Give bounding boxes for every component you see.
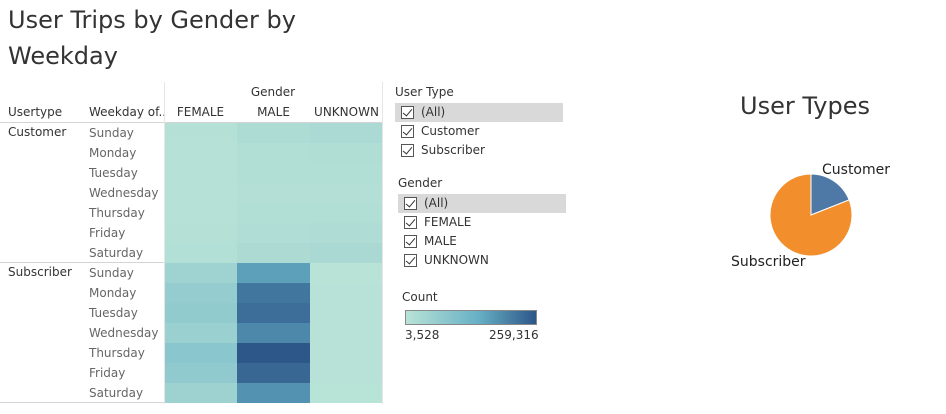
group-label-customer: Customer — [8, 125, 67, 139]
heatmap-cell-subscriber-thursday-female[interactable] — [164, 343, 237, 363]
heatmap-cell-subscriber-sunday-unknown[interactable] — [310, 263, 383, 283]
heatmap-cell-customer-tuesday-male[interactable] — [237, 163, 310, 183]
heatmap-cell-customer-monday-female[interactable] — [164, 143, 237, 163]
column-header-unknown: UNKNOWN — [314, 105, 379, 119]
user-type-option-subscriber[interactable]: Subscriber — [395, 141, 563, 160]
weekday-label-customer-thursday: Thursday — [89, 206, 145, 220]
weekday-label-customer-saturday: Saturday — [89, 246, 144, 260]
heatmap-cell-customer-saturday-unknown[interactable] — [310, 243, 383, 263]
weekday-label-subscriber-friday: Friday — [89, 366, 126, 380]
checkbox-checked-icon[interactable] — [404, 197, 417, 210]
weekday-label-subscriber-wednesday: Wednesday — [89, 326, 159, 340]
heatmap-cell-customer-tuesday-unknown[interactable] — [310, 163, 383, 183]
heatmap-cell-customer-thursday-male[interactable] — [237, 203, 310, 223]
gender-option-all[interactable]: (All) — [398, 194, 566, 213]
weekday-label-customer-wednesday: Wednesday — [89, 186, 159, 200]
heatmap-cell-customer-monday-male[interactable] — [237, 143, 310, 163]
group-label-subscriber: Subscriber — [8, 265, 72, 279]
heatmap-cell-customer-thursday-female[interactable] — [164, 203, 237, 223]
gender-filter-title: Gender — [398, 176, 443, 190]
heatmap: Gender Usertype Weekday of.. FEMALE MALE… — [0, 82, 383, 404]
checkbox-checked-icon[interactable] — [404, 216, 417, 229]
heatmap-cell-subscriber-thursday-unknown[interactable] — [310, 343, 383, 363]
weekday-label-subscriber-monday: Monday — [89, 286, 137, 300]
table-right-border — [382, 82, 383, 404]
pie-slice-subscriber[interactable] — [769, 173, 853, 257]
heatmap-cell-customer-sunday-female[interactable] — [164, 123, 237, 143]
legend-max-label: 259,316 — [489, 328, 539, 342]
gender-option-male[interactable]: MALE — [398, 232, 566, 251]
heatmap-cell-subscriber-monday-unknown[interactable] — [310, 283, 383, 303]
row-header-weekday[interactable]: Weekday of.. — [89, 105, 167, 119]
weekday-label-customer-sunday: Sunday — [89, 126, 134, 140]
legend-title: Count — [402, 290, 438, 304]
weekday-label-subscriber-thursday: Thursday — [89, 346, 145, 360]
heatmap-cell-subscriber-thursday-male[interactable] — [237, 343, 310, 363]
column-header-male: MALE — [257, 105, 290, 119]
heatmap-cell-subscriber-tuesday-unknown[interactable] — [310, 303, 383, 323]
heatmap-cell-subscriber-friday-male[interactable] — [237, 363, 310, 383]
user-type-filter: User Type (All) Customer Subscriber — [395, 85, 563, 160]
weekday-label-customer-friday: Friday — [89, 226, 126, 240]
weekday-label-customer-tuesday: Tuesday — [89, 166, 138, 180]
weekday-label-subscriber-sunday: Sunday — [89, 266, 134, 280]
weekday-label-subscriber-saturday: Saturday — [89, 386, 144, 400]
heatmap-cell-subscriber-monday-female[interactable] — [164, 283, 237, 303]
heatmap-cell-customer-thursday-unknown[interactable] — [310, 203, 383, 223]
user-type-filter-title: User Type — [395, 85, 454, 99]
pie-slice-customer[interactable] — [810, 173, 850, 216]
heatmap-cell-customer-friday-female[interactable] — [164, 223, 237, 243]
checkbox-checked-icon[interactable] — [401, 106, 414, 119]
heatmap-cell-subscriber-wednesday-male[interactable] — [237, 323, 310, 343]
heatmap-cell-subscriber-monday-male[interactable] — [237, 283, 310, 303]
heatmap-cell-subscriber-sunday-male[interactable] — [237, 263, 310, 283]
heatmap-cell-customer-wednesday-unknown[interactable] — [310, 183, 383, 203]
column-group-header: Gender — [250, 85, 296, 99]
heatmap-cell-subscriber-wednesday-female[interactable] — [164, 323, 237, 343]
heatmap-cell-customer-saturday-male[interactable] — [237, 243, 310, 263]
heatmap-cell-subscriber-tuesday-female[interactable] — [164, 303, 237, 323]
legend-min-label: 3,528 — [405, 328, 440, 342]
checkbox-checked-icon[interactable] — [401, 144, 414, 157]
user-type-option-customer[interactable]: Customer — [395, 122, 563, 141]
gender-filter: Gender (All) FEMALE MALE UNKNOWN — [398, 176, 566, 270]
heatmap-cell-customer-saturday-female[interactable] — [164, 243, 237, 263]
heatmap-cell-customer-wednesday-male[interactable] — [237, 183, 310, 203]
heatmap-cell-customer-tuesday-female[interactable] — [164, 163, 237, 183]
heatmap-cell-subscriber-saturday-female[interactable] — [164, 383, 237, 403]
heatmap-cell-subscriber-tuesday-male[interactable] — [237, 303, 310, 323]
heatmap-cell-customer-sunday-unknown[interactable] — [310, 123, 383, 143]
heatmap-cell-customer-wednesday-female[interactable] — [164, 183, 237, 203]
checkbox-checked-icon[interactable] — [404, 254, 417, 267]
dashboard-title: User Trips by Gender by Weekday — [8, 6, 296, 70]
heatmap-cell-subscriber-sunday-female[interactable] — [164, 263, 237, 283]
heatmap-cell-customer-sunday-male[interactable] — [237, 123, 310, 143]
pie-chart — [769, 173, 853, 257]
legend-gradient-bar — [405, 310, 537, 325]
pie-label-customer: Customer — [822, 162, 891, 178]
heatmap-cell-subscriber-friday-female[interactable] — [164, 363, 237, 383]
count-color-legend: Count 3,528 259,316 — [400, 290, 540, 342]
heatmap-cell-customer-friday-unknown[interactable] — [310, 223, 383, 243]
heatmap-cell-subscriber-saturday-male[interactable] — [237, 383, 310, 403]
user-type-option-all[interactable]: (All) — [395, 103, 563, 122]
checkbox-checked-icon[interactable] — [404, 235, 417, 248]
heatmap-cell-customer-friday-male[interactable] — [237, 223, 310, 243]
gender-option-unknown[interactable]: UNKNOWN — [398, 251, 566, 270]
header-divider — [0, 122, 383, 123]
checkbox-checked-icon[interactable] — [401, 125, 414, 138]
gender-option-female[interactable]: FEMALE — [398, 213, 566, 232]
weekday-label-subscriber-tuesday: Tuesday — [89, 306, 138, 320]
gender-column-divider — [164, 82, 165, 404]
heatmap-cell-subscriber-friday-unknown[interactable] — [310, 363, 383, 383]
heatmap-cell-customer-monday-unknown[interactable] — [310, 143, 383, 163]
pie-chart-title: User Types — [740, 92, 870, 120]
row-header-usertype: Usertype — [8, 105, 63, 119]
weekday-label-customer-monday: Monday — [89, 146, 137, 160]
heatmap-cell-subscriber-wednesday-unknown[interactable] — [310, 323, 383, 343]
pie-label-subscriber: Subscriber — [731, 254, 806, 270]
column-header-female: FEMALE — [176, 105, 225, 119]
heatmap-cell-subscriber-saturday-unknown[interactable] — [310, 383, 383, 403]
